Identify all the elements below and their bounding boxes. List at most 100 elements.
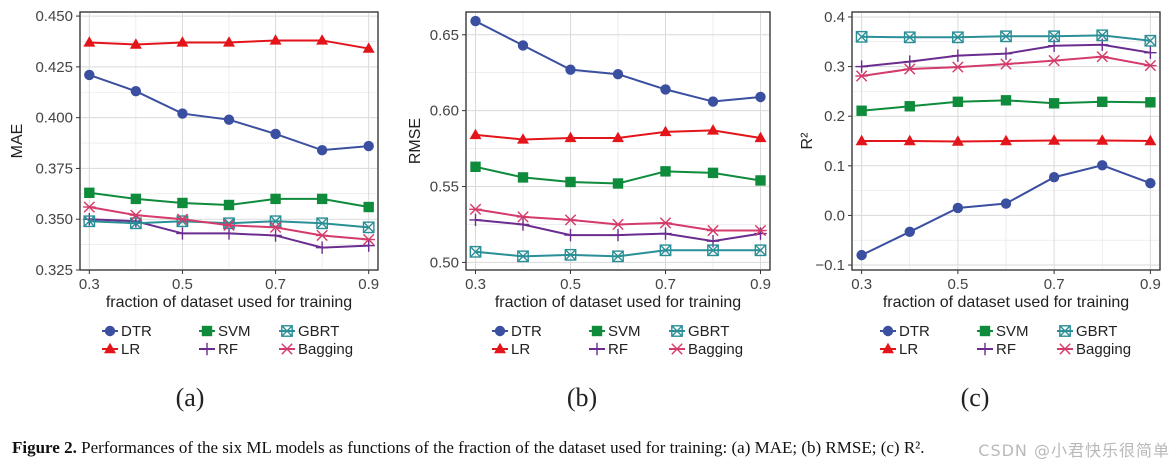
data-point-svm	[517, 172, 529, 183]
y-tick-label: 0.2	[824, 108, 845, 125]
watermark: CSDN @小君快乐很简单	[978, 441, 1170, 460]
data-point-gbrt	[176, 215, 189, 228]
data-point-rf	[362, 239, 375, 252]
legend-item-bagging: Bagging	[669, 341, 743, 358]
data-point-dtr	[130, 86, 142, 97]
data-point-dtr	[755, 91, 766, 103]
legend-label: RF	[996, 341, 1016, 358]
legend-label: RF	[218, 341, 238, 358]
caption-text: Performances of the six ML models as fun…	[81, 438, 925, 457]
legend-label: Bagging	[1076, 341, 1131, 358]
y-axis-label: MAE	[9, 124, 26, 159]
data-point-dtr	[660, 84, 671, 95]
legend-key-marker	[591, 325, 603, 337]
series-lr	[855, 134, 1157, 146]
y-tick-label: 0.55	[430, 179, 459, 196]
data-point-dtr	[707, 96, 719, 107]
data-point-bagging	[516, 211, 530, 223]
data-point-svm	[1000, 95, 1012, 106]
data-point-gbrt	[129, 217, 142, 230]
y-tick-label: 0.65	[430, 27, 459, 44]
data-point-gbrt	[1048, 30, 1061, 43]
data-point-bagging	[1144, 59, 1157, 72]
data-point-bagging	[222, 219, 236, 232]
data-point-dtr	[223, 114, 235, 125]
data-point-svm	[316, 193, 328, 205]
legend-key-marker	[281, 325, 293, 337]
legend-item-svm: SVM	[977, 323, 1029, 340]
series-dtr	[856, 160, 1156, 261]
legend-label: DTR	[899, 323, 930, 340]
legend-label: GBRT	[688, 323, 729, 340]
data-point-bagging	[1096, 50, 1109, 63]
data-point-lr	[659, 125, 672, 137]
legend: DTR SVM GBRT LR RF Bagging	[102, 323, 353, 358]
data-point-dtr	[270, 128, 281, 140]
data-point-bagging	[315, 229, 329, 242]
caption-label: Figure 2.	[12, 438, 77, 457]
data-point-bagging	[706, 224, 720, 237]
legend-label: DTR	[511, 323, 542, 340]
legend-key-marker	[104, 325, 116, 337]
legend-item-bagging: Bagging	[279, 341, 353, 358]
legend-key-marker	[494, 325, 506, 337]
y-tick-label: 0.4	[824, 9, 845, 26]
y-tick-label: 0.425	[35, 59, 73, 76]
legend-label: RF	[608, 341, 628, 358]
chart-panel-1: 0.50 0.55 0.60 0.65 0.3 0.5 0.7 0.9 fraction of …	[407, 11, 771, 358]
series-rf	[83, 213, 375, 254]
data-point-lr	[83, 36, 96, 47]
data-point-svm	[363, 201, 374, 213]
data-point-gbrt	[659, 244, 672, 257]
data-point-rf	[269, 229, 282, 242]
data-point-svm	[177, 197, 188, 209]
data-point-lr	[951, 135, 964, 146]
y-axis-label: RMSE	[407, 118, 424, 164]
panel-label-b: (b)	[566, 383, 598, 412]
legend-key-marker	[1058, 343, 1072, 355]
data-point-lr	[903, 134, 916, 146]
data-point-lr	[612, 131, 624, 143]
data-point-gbrt	[951, 31, 964, 44]
data-point-bagging	[83, 201, 96, 213]
data-point-dtr	[1048, 172, 1060, 183]
figure-caption: Figure 2. Performances of the six ML mod…	[12, 438, 1172, 458]
data-point-svm	[612, 178, 624, 189]
plot-border	[465, 11, 771, 271]
data-point-gbrt	[1144, 34, 1157, 47]
legend-label: Bagging	[688, 341, 743, 358]
data-point-rf	[855, 60, 868, 73]
data-point-rf	[129, 215, 143, 228]
data-point-rf	[611, 228, 625, 242]
data-point-dtr	[84, 69, 95, 81]
series-svm	[856, 95, 1156, 116]
data-point-dtr	[316, 144, 328, 156]
data-point-gbrt	[754, 244, 767, 257]
data-point-gbrt	[612, 250, 624, 263]
data-point-rf	[222, 227, 236, 240]
panel-label-c: (c)	[960, 383, 990, 412]
data-point-lr	[564, 131, 577, 143]
data-point-gbrt	[855, 30, 868, 43]
x-tick-label: 0.9	[358, 276, 379, 293]
y-axis-label: R²	[799, 132, 816, 150]
plot-border	[79, 11, 379, 271]
data-point-gbrt	[469, 245, 482, 258]
data-point-dtr	[470, 15, 481, 27]
legend-label: LR	[511, 341, 530, 358]
data-point-svm	[1097, 96, 1108, 108]
x-tick-label: 0.9	[1140, 276, 1161, 293]
data-point-svm	[952, 96, 964, 108]
legend-item-rf: RF	[589, 341, 628, 358]
data-point-lr	[223, 36, 235, 47]
legend-key-marker	[201, 325, 213, 337]
data-point-rf	[1144, 46, 1157, 59]
data-point-rf	[659, 227, 672, 240]
data-point-rf	[564, 228, 577, 242]
data-point-bagging	[754, 224, 767, 237]
y-tick-label: 0.60	[430, 103, 459, 120]
data-point-bagging	[469, 203, 482, 215]
legend-key-marker	[671, 325, 683, 337]
chart-panel-0: 0.325 0.350 0.375 0.400 0.425 0.450 0.3 0.5 0.7 0…	[9, 8, 379, 358]
